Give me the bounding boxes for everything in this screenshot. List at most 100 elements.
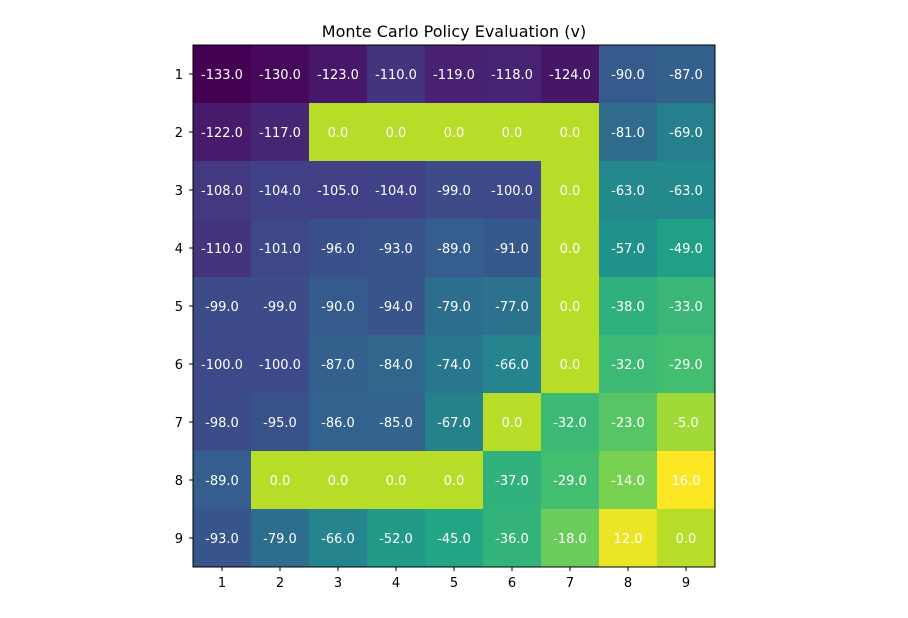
heatmap-cell — [425, 161, 484, 220]
cell-value-label: 0.0 — [444, 474, 465, 489]
heatmap-cell — [193, 451, 252, 510]
cell-value-label: -100.0 — [491, 184, 533, 199]
cell-value-label: 0.0 — [560, 300, 581, 315]
cell-value-label: -110.0 — [375, 68, 417, 83]
x-tick-label: 5 — [450, 576, 458, 591]
x-tick-label: 6 — [508, 576, 516, 591]
cell-value-label: -32.0 — [611, 358, 645, 373]
heatmap-cell — [541, 45, 600, 104]
cell-value-label: -118.0 — [491, 68, 533, 83]
cell-value-label: 0.0 — [386, 126, 407, 141]
cell-value-label: -93.0 — [379, 242, 413, 257]
cell-value-label: -110.0 — [201, 242, 243, 257]
x-tick-label: 7 — [566, 576, 574, 591]
heatmap-cell — [483, 509, 542, 568]
heatmap-cell — [367, 161, 426, 220]
cell-value-label: -74.0 — [437, 358, 471, 373]
heatmap-cell — [599, 219, 658, 278]
heatmap-cell — [367, 335, 426, 394]
cell-value-label: -79.0 — [437, 300, 471, 315]
heatmap-cell — [657, 103, 716, 162]
cell-value-label: -100.0 — [201, 358, 243, 373]
cell-value-label: -37.0 — [495, 474, 529, 489]
cell-value-label: -130.0 — [259, 68, 301, 83]
cell-value-label: -98.0 — [205, 416, 239, 431]
heatmap-cell — [483, 277, 542, 336]
heatmap-cell — [483, 103, 542, 162]
heatmap-cell — [309, 509, 368, 568]
cell-value-label: -32.0 — [553, 416, 587, 431]
heatmap-cell — [193, 103, 252, 162]
cell-value-label: -99.0 — [437, 184, 471, 199]
cell-value-label: -36.0 — [495, 532, 529, 547]
heatmap-cell — [599, 451, 658, 510]
cell-value-label: -122.0 — [201, 126, 243, 141]
cell-value-label: -81.0 — [611, 126, 645, 141]
heatmap-cell — [425, 509, 484, 568]
cell-value-label: -104.0 — [259, 184, 301, 199]
heatmap-cell — [193, 45, 252, 104]
cell-value-label: 0.0 — [560, 358, 581, 373]
y-tick-label: 3 — [175, 184, 183, 199]
cell-value-label: -63.0 — [611, 184, 645, 199]
cell-value-label: -100.0 — [259, 358, 301, 373]
heatmap-cell — [541, 219, 600, 278]
cell-value-label: -57.0 — [611, 242, 645, 257]
y-tick-label: 4 — [175, 242, 183, 257]
cell-value-label: -5.0 — [673, 416, 698, 431]
cell-value-label: -101.0 — [259, 242, 301, 257]
heatmap-cell — [483, 451, 542, 510]
cell-value-label: -49.0 — [669, 242, 703, 257]
heatmap-cell — [251, 161, 310, 220]
cell-value-label: -91.0 — [495, 242, 529, 257]
cell-value-label: -52.0 — [379, 532, 413, 547]
heatmap-cell — [657, 161, 716, 220]
y-tick-label: 1 — [175, 68, 183, 83]
heatmap-cell — [483, 393, 542, 452]
cell-value-label: 0.0 — [502, 416, 523, 431]
cell-value-label: -87.0 — [669, 68, 703, 83]
heatmap-cell — [541, 103, 600, 162]
x-tick-label: 3 — [334, 576, 342, 591]
heatmap-cell — [251, 393, 310, 452]
cell-value-label: 0.0 — [328, 474, 349, 489]
heatmap-cell — [193, 161, 252, 220]
heatmap-cell — [251, 335, 310, 394]
cell-value-label: -66.0 — [495, 358, 529, 373]
heatmap-cell — [599, 45, 658, 104]
cell-value-label: -104.0 — [375, 184, 417, 199]
heatmap-cell — [425, 219, 484, 278]
cell-value-label: 0.0 — [502, 126, 523, 141]
heatmap-cell — [251, 219, 310, 278]
heatmap-cell — [599, 103, 658, 162]
cell-value-label: -66.0 — [321, 532, 355, 547]
cell-value-label: -38.0 — [611, 300, 645, 315]
cell-value-label: -29.0 — [553, 474, 587, 489]
heatmap-cell — [193, 335, 252, 394]
cell-value-label: 0.0 — [270, 474, 291, 489]
heatmap-cell — [657, 219, 716, 278]
cell-value-label: 12.0 — [614, 532, 643, 547]
cell-value-label: 0.0 — [676, 532, 697, 547]
heatmap-cell — [309, 451, 368, 510]
cell-value-label: -33.0 — [669, 300, 703, 315]
cell-value-label: -123.0 — [317, 68, 359, 83]
heatmap-cell — [599, 277, 658, 336]
heatmap-cell — [541, 161, 600, 220]
x-axis: 1 2 3 4 5 6 7 8 9 — [218, 567, 690, 591]
heatmap-cell — [251, 509, 310, 568]
cell-value-label: -124.0 — [549, 68, 591, 83]
y-tick-label: 7 — [175, 416, 183, 431]
cell-value-label: 0.0 — [444, 126, 465, 141]
heatmap-cell — [309, 103, 368, 162]
cell-value-label: -77.0 — [495, 300, 529, 315]
heatmap-cell — [309, 335, 368, 394]
heatmap-cell — [193, 219, 252, 278]
heatmap-cell — [425, 103, 484, 162]
heatmap-cell — [425, 277, 484, 336]
y-axis: 1 2 3 4 5 6 7 8 9 — [175, 68, 193, 547]
heatmap-cell — [309, 277, 368, 336]
heatmap-cell — [425, 451, 484, 510]
heatmap-cell — [309, 45, 368, 104]
